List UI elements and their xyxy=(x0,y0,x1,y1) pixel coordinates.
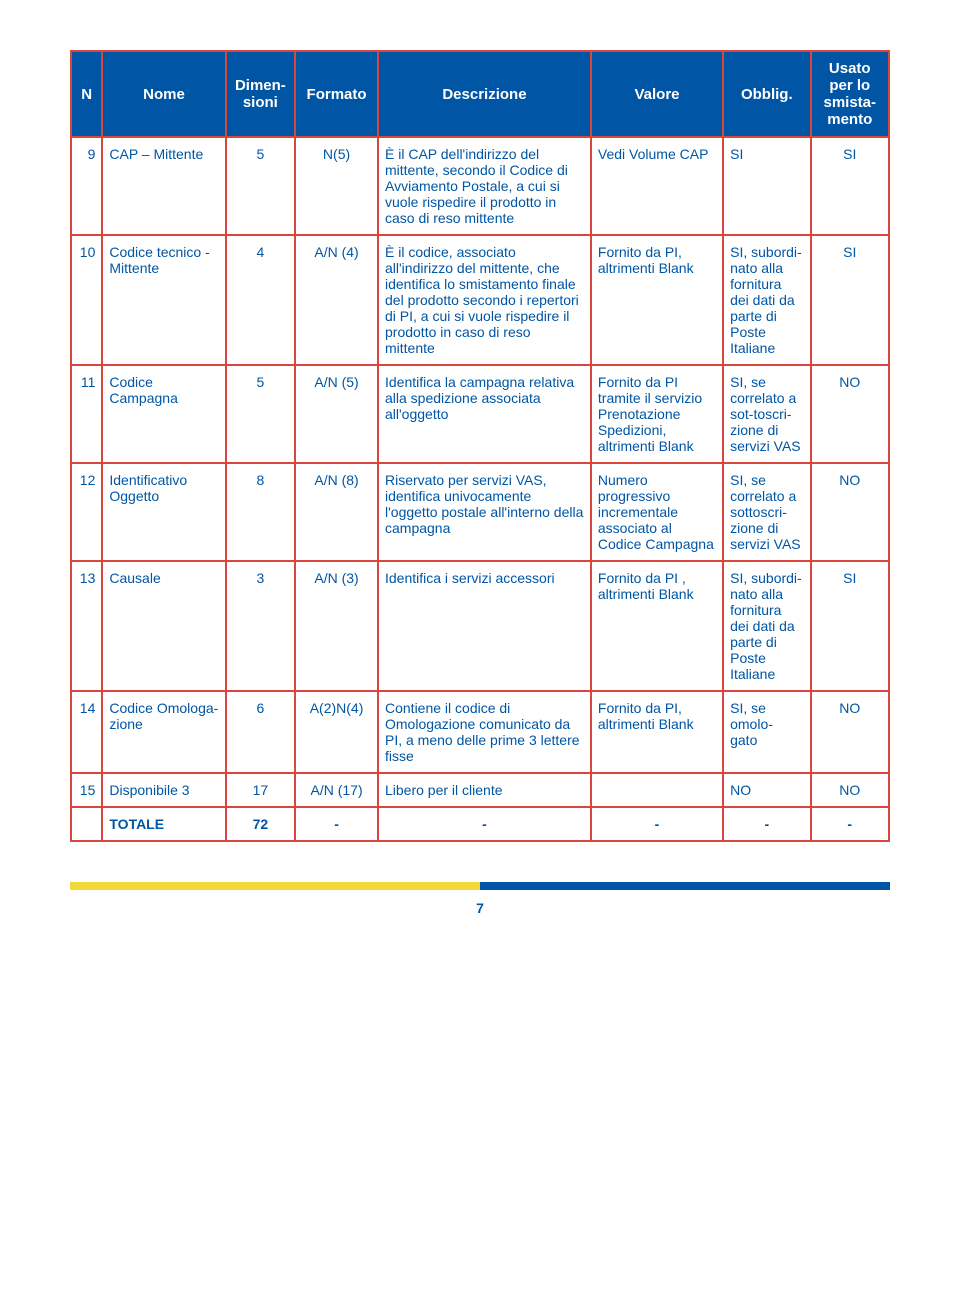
cell-dim: 3 xyxy=(226,561,295,691)
cell-nome: Identificativo Oggetto xyxy=(102,463,225,561)
table-row: 15Disponibile 317A/N (17)Libero per il c… xyxy=(71,773,889,807)
cell-fmt: A/N (5) xyxy=(295,365,378,463)
cell-usato: NO xyxy=(811,365,890,463)
cell-obb: SI, se correlato a sottoscri- zione di s… xyxy=(723,463,810,561)
cell-desc: È il CAP dell'indirizzo del mittente, se… xyxy=(378,137,591,235)
cell-fmt: A/N (8) xyxy=(295,463,378,561)
header-nome: Nome xyxy=(102,51,225,137)
cell-obb: - xyxy=(723,807,810,841)
cell-desc: Identifica i servizi accessori xyxy=(378,561,591,691)
cell-n: 13 xyxy=(71,561,102,691)
header-obblig: Obblig. xyxy=(723,51,810,137)
cell-dim: 5 xyxy=(226,137,295,235)
cell-fmt: A/N (17) xyxy=(295,773,378,807)
cell-desc: Identifica la campagna relativa alla spe… xyxy=(378,365,591,463)
cell-fmt: A/N (3) xyxy=(295,561,378,691)
cell-desc: Riservato per servizi VAS, identifica un… xyxy=(378,463,591,561)
cell-usato: NO xyxy=(811,463,890,561)
page-container: N Nome Dimen- sioni Formato Descrizione … xyxy=(0,0,960,946)
table-header-row: N Nome Dimen- sioni Formato Descrizione … xyxy=(71,51,889,137)
cell-fmt: A/N (4) xyxy=(295,235,378,365)
cell-obb: SI, se correlato a sot-toscri- zione di … xyxy=(723,365,810,463)
table-row: 9CAP – Mittente5N(5)È il CAP dell'indiri… xyxy=(71,137,889,235)
header-valore: Valore xyxy=(591,51,723,137)
cell-totale-label: TOTALE xyxy=(102,807,225,841)
cell-n: 10 xyxy=(71,235,102,365)
cell-dim: 4 xyxy=(226,235,295,365)
cell-dim: 5 xyxy=(226,365,295,463)
cell-dim: 6 xyxy=(226,691,295,773)
header-n: N xyxy=(71,51,102,137)
cell-val: Fornito da PI , altrimenti Blank xyxy=(591,561,723,691)
header-dimensioni: Dimen- sioni xyxy=(226,51,295,137)
table-row: 12Identificativo Oggetto8A/N (8)Riservat… xyxy=(71,463,889,561)
cell-desc: Libero per il cliente xyxy=(378,773,591,807)
cell-nome: Disponibile 3 xyxy=(102,773,225,807)
cell-val xyxy=(591,773,723,807)
specification-table: N Nome Dimen- sioni Formato Descrizione … xyxy=(70,50,890,842)
cell-n: 14 xyxy=(71,691,102,773)
cell-obb: SI xyxy=(723,137,810,235)
cell-obb: SI, subordi- nato alla fornitura dei dat… xyxy=(723,561,810,691)
cell-nome: Codice tecnico - Mittente xyxy=(102,235,225,365)
header-descrizione: Descrizione xyxy=(378,51,591,137)
cell-dim: 17 xyxy=(226,773,295,807)
cell-nome: Codice Campagna xyxy=(102,365,225,463)
cell-fmt: A(2)N(4) xyxy=(295,691,378,773)
cell-obb: SI, se omolo- gato xyxy=(723,691,810,773)
cell-desc: Contiene il codice di Omologazione comun… xyxy=(378,691,591,773)
cell-dim: 8 xyxy=(226,463,295,561)
cell-n: 12 xyxy=(71,463,102,561)
cell-obb: NO xyxy=(723,773,810,807)
cell-val: Fornito da PI tramite il servizio Prenot… xyxy=(591,365,723,463)
cell-val: Vedi Volume CAP xyxy=(591,137,723,235)
cell-val: Numero progressivo incrementale associat… xyxy=(591,463,723,561)
page-number: 7 xyxy=(70,900,890,916)
cell-fmt: N(5) xyxy=(295,137,378,235)
cell-usato: SI xyxy=(811,235,890,365)
footer-divider-bar xyxy=(70,882,890,890)
cell-val: Fornito da PI, altrimenti Blank xyxy=(591,235,723,365)
cell-nome: CAP – Mittente xyxy=(102,137,225,235)
table-row: 10Codice tecnico - Mittente4A/N (4)È il … xyxy=(71,235,889,365)
table-body: 9CAP – Mittente5N(5)È il CAP dell'indiri… xyxy=(71,137,889,841)
cell-usato: SI xyxy=(811,561,890,691)
cell-nome: Codice Omologa- zione xyxy=(102,691,225,773)
cell-n: 9 xyxy=(71,137,102,235)
cell-val: - xyxy=(591,807,723,841)
table-row: 14Codice Omologa- zione6A(2)N(4)Contiene… xyxy=(71,691,889,773)
cell-fmt: - xyxy=(295,807,378,841)
cell-usato: NO xyxy=(811,773,890,807)
cell-obb: SI, subordi- nato alla fornitura dei dat… xyxy=(723,235,810,365)
cell-nome: Causale xyxy=(102,561,225,691)
cell-usato: SI xyxy=(811,137,890,235)
cell-usato: - xyxy=(811,807,890,841)
header-formato: Formato xyxy=(295,51,378,137)
table-row: 11Codice Campagna5A/N (5)Identifica la c… xyxy=(71,365,889,463)
header-usato: Usato per lo smista- mento xyxy=(811,51,890,137)
cell-desc: È il codice, associato all'indirizzo del… xyxy=(378,235,591,365)
cell-n xyxy=(71,807,102,841)
cell-n: 15 xyxy=(71,773,102,807)
table-row: 13Causale3A/N (3)Identifica i servizi ac… xyxy=(71,561,889,691)
cell-val: Fornito da PI, altrimenti Blank xyxy=(591,691,723,773)
cell-dim: 72 xyxy=(226,807,295,841)
cell-desc: - xyxy=(378,807,591,841)
table-total-row: TOTALE72----- xyxy=(71,807,889,841)
cell-n: 11 xyxy=(71,365,102,463)
cell-usato: NO xyxy=(811,691,890,773)
